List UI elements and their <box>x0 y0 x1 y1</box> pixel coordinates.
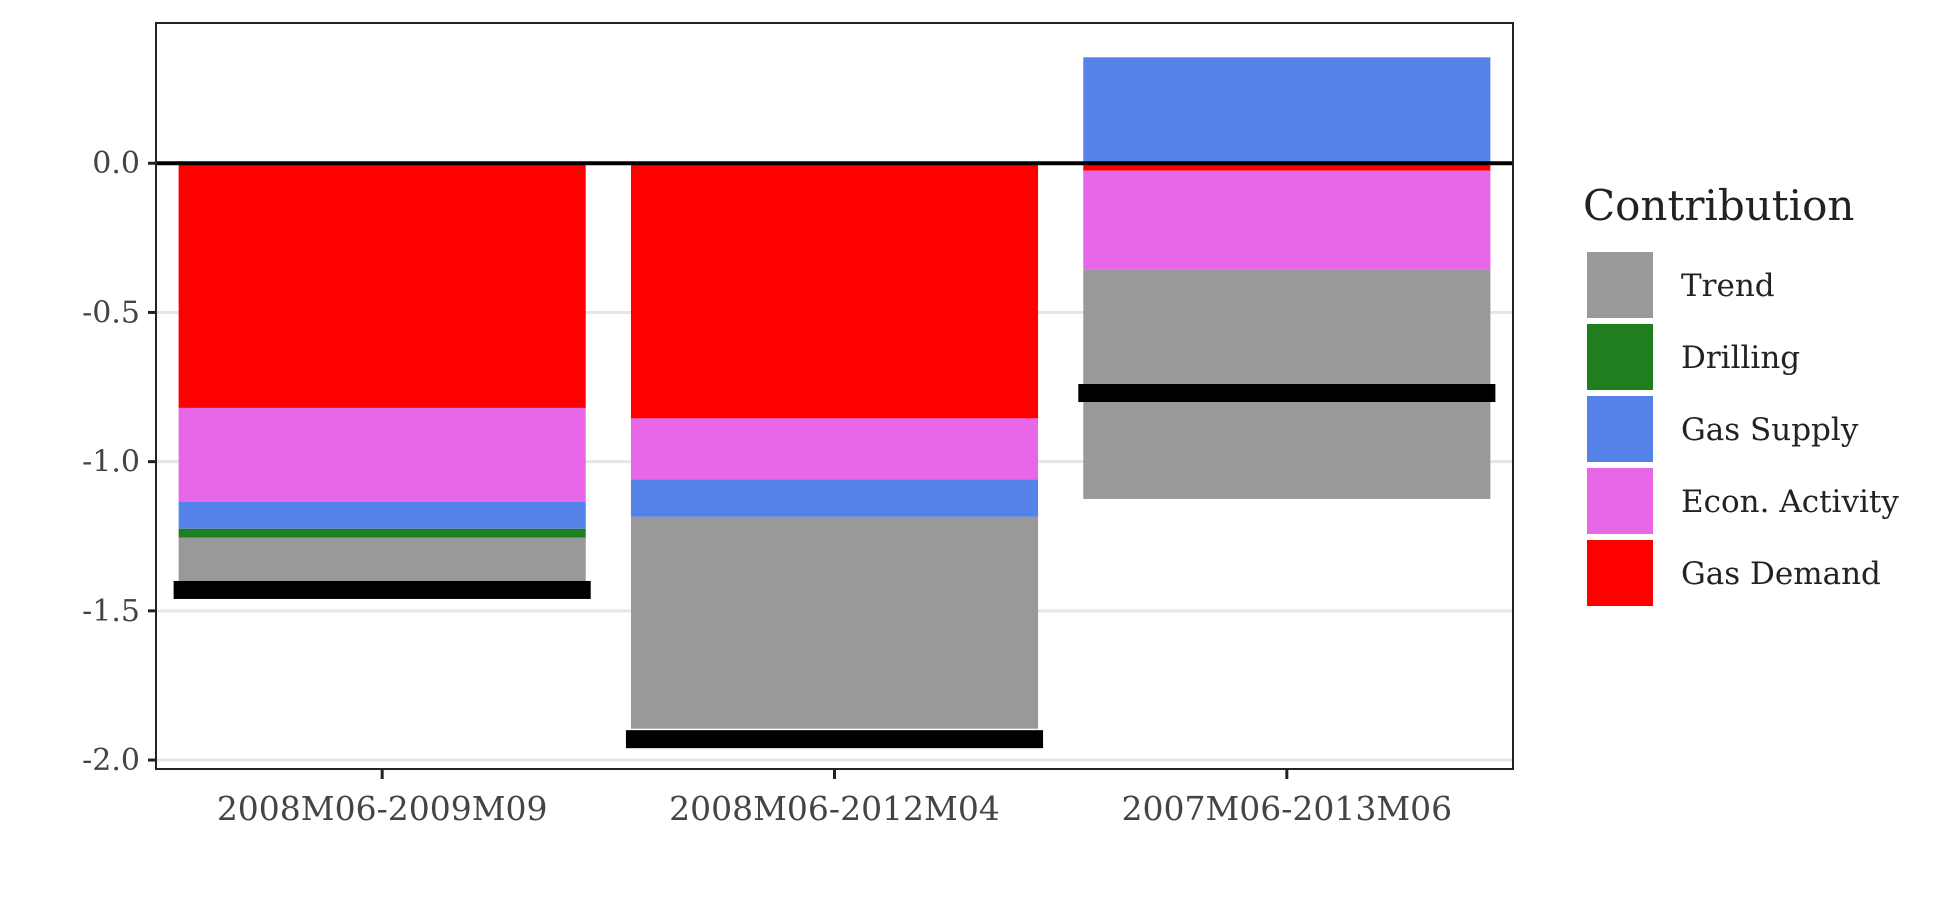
total-marker-2 <box>625 730 1044 749</box>
bar-trend-2 <box>630 516 1039 729</box>
legend: Contribution Trend Drilling Gas Supply Econ… <box>1583 181 1899 606</box>
bar-gas-supply-2 <box>630 479 1039 517</box>
legend-key-trend <box>1587 252 1653 318</box>
x-tick-label-3: 2007M06-2013M06 <box>1121 789 1452 828</box>
bar-econ-activity-3 <box>1083 170 1491 270</box>
bar-gas-supply-3 <box>1083 57 1491 164</box>
bar-econ-activity-2 <box>630 418 1039 480</box>
y-tick-label-2: -1.0 <box>82 445 140 480</box>
bar-gas-supply-1 <box>178 501 586 529</box>
legend-title: Contribution <box>1583 181 1854 230</box>
bar-gas-demand-3 <box>1083 163 1491 171</box>
y-tick-label-0: 0.0 <box>92 146 140 181</box>
legend-label-drilling: Drilling <box>1681 340 1800 376</box>
bar-drilling-1 <box>178 528 586 538</box>
legend-label-gas-demand: Gas Demand <box>1681 556 1881 592</box>
bar-econ-activity-1 <box>178 407 586 502</box>
legend-label-trend: Trend <box>1681 268 1775 304</box>
y-tick-label-1: -0.5 <box>82 295 140 330</box>
legend-label-gas-supply: Gas Supply <box>1681 412 1859 448</box>
x-tick-label-1: 2008M06-2009M09 <box>217 789 548 828</box>
legend-key-gas-supply <box>1587 396 1653 462</box>
legend-key-econ-activity <box>1587 468 1653 534</box>
bars-layer <box>178 57 1491 729</box>
total-markers-layer <box>173 384 1496 749</box>
total-marker-1 <box>173 580 591 599</box>
legend-key-gas-demand <box>1587 540 1653 606</box>
bar-gas-demand-2 <box>630 163 1039 419</box>
bar-gas-demand-1 <box>178 163 586 408</box>
y-tick-label-3: -1.5 <box>82 594 140 629</box>
y-tick-label-4: -2.0 <box>82 743 140 778</box>
bar-trend-1 <box>178 537 586 584</box>
axes-layer: 0.0 -0.5 -1.0 -1.5 -2.0 2008M06-2009M09 2008M0… <box>82 22 1514 828</box>
legend-label-econ-activity: Econ. Activity <box>1681 484 1899 520</box>
legend-key-drilling <box>1587 324 1653 390</box>
x-tick-label-2: 2008M06-2012M04 <box>669 789 1000 828</box>
total-marker-3 <box>1078 384 1496 403</box>
